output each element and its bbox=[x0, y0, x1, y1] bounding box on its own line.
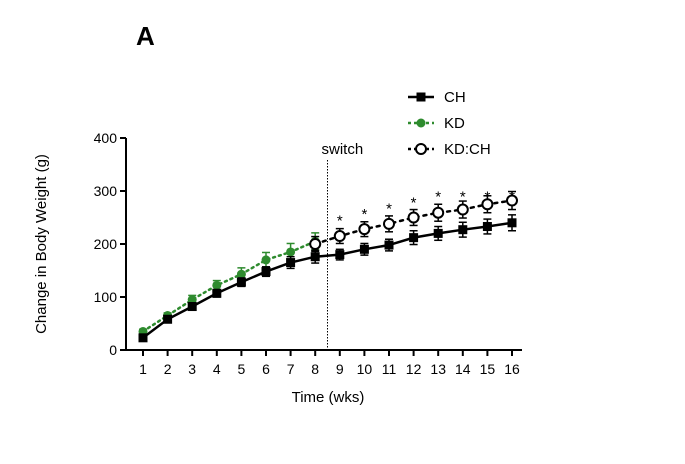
series-kd-ch bbox=[309, 190, 518, 253]
data-point bbox=[507, 218, 517, 228]
data-point bbox=[212, 288, 222, 298]
significance-star: * bbox=[460, 189, 466, 206]
y-tick-label: 100 bbox=[94, 289, 118, 305]
x-tick-label: 11 bbox=[382, 361, 397, 377]
significance-star: * bbox=[435, 189, 441, 206]
data-point bbox=[358, 223, 371, 236]
x-tick-label: 15 bbox=[480, 361, 496, 377]
legend-swatch-marker bbox=[416, 92, 426, 102]
legend-swatch-marker bbox=[416, 118, 426, 128]
data-point bbox=[286, 247, 296, 257]
x-tick-label: 2 bbox=[164, 361, 172, 377]
plot-area: switch******** bbox=[138, 141, 518, 350]
legend-label: KD:CH bbox=[444, 141, 491, 158]
y-tick-label: 400 bbox=[94, 130, 118, 146]
data-point bbox=[433, 228, 443, 238]
significance-star: * bbox=[411, 194, 417, 211]
data-point bbox=[384, 240, 394, 250]
data-point bbox=[432, 206, 445, 219]
x-tick-label: 7 bbox=[287, 361, 295, 377]
y-tick-label: 300 bbox=[94, 183, 118, 199]
data-point bbox=[187, 295, 197, 305]
x-axis-title: Time (wks) bbox=[292, 389, 365, 406]
legend-label: KD bbox=[444, 115, 465, 132]
data-point bbox=[187, 302, 197, 312]
series-line bbox=[313, 199, 514, 246]
x-tick-label: 6 bbox=[262, 361, 270, 377]
legend-entry: KD:CH bbox=[408, 141, 491, 158]
legend-swatch-marker bbox=[415, 143, 427, 155]
data-point bbox=[482, 222, 492, 232]
data-point bbox=[236, 277, 246, 287]
significance-star: * bbox=[386, 200, 392, 217]
x-tick-label: 16 bbox=[504, 361, 520, 377]
panel-label: A bbox=[136, 21, 155, 51]
data-point bbox=[481, 198, 494, 211]
x-tick-label: 5 bbox=[238, 361, 246, 377]
data-point bbox=[138, 333, 148, 343]
series-line bbox=[141, 221, 514, 340]
data-point bbox=[236, 269, 246, 279]
data-point bbox=[286, 258, 296, 268]
switch-label: switch bbox=[322, 141, 364, 158]
data-point bbox=[261, 267, 271, 277]
data-point bbox=[333, 230, 346, 243]
x-tick-label: 10 bbox=[357, 361, 373, 377]
data-point bbox=[409, 233, 419, 243]
data-point bbox=[456, 203, 469, 216]
significance-star: * bbox=[337, 213, 343, 230]
x-tick-label: 4 bbox=[213, 361, 221, 377]
x-tick-label: 9 bbox=[336, 361, 344, 377]
y-tick-label: 0 bbox=[109, 342, 117, 358]
data-point bbox=[212, 280, 222, 290]
series-ch bbox=[138, 214, 517, 343]
legend-entry: KD bbox=[408, 115, 465, 132]
data-point bbox=[309, 238, 322, 250]
x-tick-label: 8 bbox=[311, 361, 319, 377]
data-point bbox=[458, 225, 468, 235]
legend-entry: CH bbox=[408, 89, 466, 106]
y-axis-title: Change in Body Weight (g) bbox=[33, 154, 50, 334]
data-point bbox=[310, 252, 320, 262]
data-point bbox=[261, 255, 271, 265]
data-point bbox=[163, 314, 173, 324]
significance-star: * bbox=[361, 206, 367, 223]
data-point bbox=[335, 250, 345, 260]
data-point bbox=[407, 211, 420, 224]
data-point bbox=[506, 194, 518, 207]
data-point bbox=[359, 244, 369, 254]
y-tick-label: 200 bbox=[94, 236, 118, 252]
x-tick-label: 1 bbox=[139, 361, 147, 377]
x-tick-label: 3 bbox=[188, 361, 196, 377]
x-tick-label: 14 bbox=[455, 361, 471, 377]
x-tick-label: 12 bbox=[406, 361, 422, 377]
x-tick-label: 13 bbox=[430, 361, 446, 377]
legend-label: CH bbox=[444, 89, 466, 106]
legend: CH KD KD:CH bbox=[408, 89, 491, 158]
data-point bbox=[383, 217, 395, 230]
